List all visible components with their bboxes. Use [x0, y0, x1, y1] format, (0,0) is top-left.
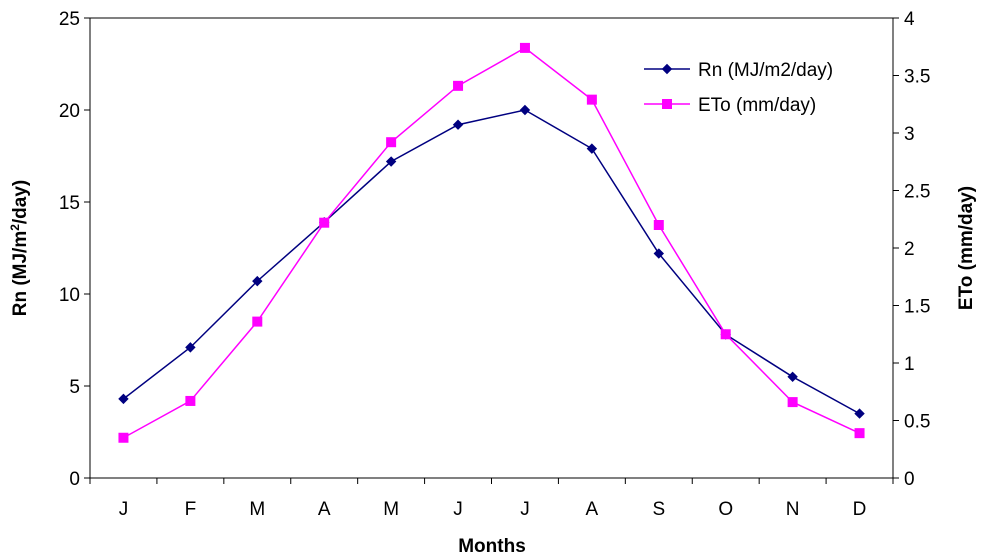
right-tick-label: 1 — [904, 354, 915, 375]
right-tick-label: 1.5 — [904, 297, 930, 318]
left-axis: 0 5 10 15 20 25 — [59, 9, 90, 490]
series-1 — [118, 104, 865, 419]
x-tick-label: N — [786, 499, 800, 520]
left-tick-label: 25 — [59, 9, 80, 30]
x-tick-label: A — [586, 499, 599, 520]
right-axis: 0 0.5 1 1.5 2 2.5 3 3.5 4 — [893, 9, 930, 490]
legend: Rn (MJ/m2/day) ETo (mm/day) — [644, 60, 833, 116]
data-point — [519, 104, 531, 116]
left-axis-title-main: Rn (MJ/m — [10, 231, 31, 317]
right-tick-label: 2.5 — [904, 182, 930, 203]
data-point — [653, 220, 664, 230]
x-tick-label: J — [119, 499, 129, 520]
left-axis-title: Rn (MJ/m2/day) — [8, 180, 31, 317]
plot-area-border — [89, 17, 894, 479]
x-tick-label: F — [185, 499, 197, 520]
left-tick-label: 20 — [59, 101, 80, 122]
series-layer — [118, 42, 865, 443]
series-line — [123, 47, 860, 439]
left-tick-label: 5 — [69, 377, 80, 398]
data-point — [787, 397, 798, 408]
data-point — [653, 248, 664, 259]
data-point — [118, 432, 129, 443]
data-point — [586, 143, 598, 154]
left-tick-label: 10 — [59, 285, 80, 306]
data-point — [252, 316, 263, 327]
x-axis-title: Months — [458, 536, 526, 557]
x-tick-label: M — [383, 499, 399, 520]
right-tick-label: 0 — [904, 469, 915, 490]
data-point — [787, 371, 798, 383]
x-tick-label: J — [453, 499, 463, 520]
right-axis-title: ETo (mm/day) — [956, 186, 977, 310]
x-tick-label: M — [249, 499, 265, 520]
right-tick-label: 0.5 — [904, 412, 930, 433]
x-tick-label: J — [520, 499, 530, 520]
legend-entry: ETo (mm/day) — [644, 95, 816, 116]
data-point — [519, 42, 530, 53]
data-point — [385, 156, 397, 167]
x-tick-label: D — [853, 499, 867, 520]
x-tick-label: A — [318, 499, 331, 520]
data-point — [185, 395, 196, 406]
data-point — [118, 393, 129, 405]
left-axis-title-sup: 2 — [8, 224, 22, 231]
right-tick-label: 3.5 — [904, 67, 930, 88]
right-tick-label: 4 — [904, 9, 915, 30]
plot-frame — [89, 17, 894, 479]
right-tick-label: 3 — [904, 124, 915, 145]
left-tick-label: 0 — [69, 469, 80, 490]
legend-label: ETo (mm/day) — [698, 95, 816, 116]
right-tick-label: 2 — [904, 239, 915, 260]
x-tick-label: S — [652, 499, 665, 520]
data-point — [453, 80, 464, 91]
legend-entry: Rn (MJ/m2/day) — [644, 60, 833, 81]
x-tick-label: O — [718, 499, 733, 520]
data-point — [452, 119, 464, 130]
data-point — [252, 275, 263, 287]
legend-marker — [661, 63, 673, 75]
series-line — [123, 109, 860, 415]
left-axis-title-end: /day) — [10, 180, 31, 224]
legend-label: Rn (MJ/m2/day) — [698, 60, 833, 81]
data-point — [386, 137, 397, 148]
data-point — [185, 342, 196, 353]
data-point — [854, 428, 865, 439]
left-tick-label: 15 — [59, 193, 80, 214]
data-point — [854, 408, 865, 419]
data-point — [319, 217, 330, 228]
data-point — [720, 329, 731, 340]
series-2 — [118, 42, 865, 443]
legend-marker — [662, 99, 672, 109]
data-point — [586, 94, 597, 105]
